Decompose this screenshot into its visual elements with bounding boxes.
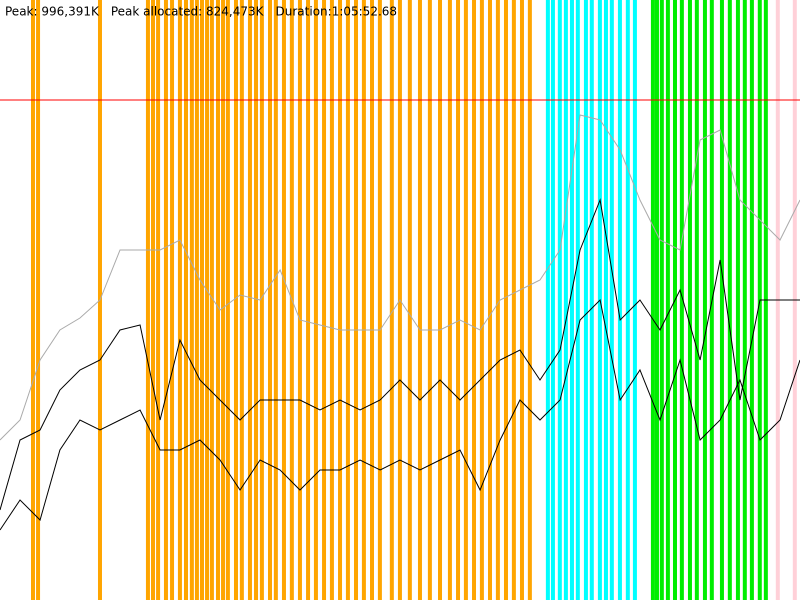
- event-stripe: [447, 0, 452, 600]
- event-stripe: [163, 0, 168, 600]
- header-label: Peak allocated: 824,473K: [111, 5, 265, 19]
- event-stripe: [205, 0, 210, 600]
- event-stripe: [487, 0, 492, 600]
- event-stripe: [354, 0, 359, 600]
- event-stripe: [194, 0, 199, 600]
- event-stripe: [727, 0, 732, 600]
- event-stripe: [184, 0, 189, 600]
- event-stripe: [438, 0, 443, 600]
- event-stripe: [417, 0, 422, 600]
- event-stripe: [313, 0, 318, 600]
- event-stripe: [569, 0, 574, 600]
- event-stripe: [239, 0, 244, 600]
- event-stripe: [345, 0, 350, 600]
- event-stripe: [247, 0, 252, 600]
- event-stripe: [575, 0, 580, 600]
- event-stripe: [209, 0, 214, 600]
- event-stripe: [557, 0, 562, 600]
- event-stripe: [702, 0, 707, 600]
- event-stripe: [495, 0, 500, 600]
- event-stripe: [479, 0, 484, 600]
- event-stripe: [297, 0, 302, 600]
- event-stripe: [687, 0, 692, 600]
- event-stripe: [563, 0, 568, 600]
- event-stripe: [749, 0, 754, 600]
- event-stripe: [463, 0, 468, 600]
- event-stripe: [719, 0, 724, 600]
- event-stripe: [625, 0, 630, 600]
- event-stripe: [156, 0, 161, 600]
- event-stripe: [694, 0, 699, 600]
- event-stripe: [233, 0, 238, 600]
- header-label: Duration:1:05:52.68: [276, 5, 398, 19]
- event-stripe: [545, 0, 550, 600]
- header-label: Peak: 996,391K: [5, 5, 100, 19]
- event-stripe: [427, 0, 432, 600]
- event-stripe: [199, 0, 204, 600]
- event-stripe: [273, 0, 278, 600]
- event-stripe: [654, 0, 659, 600]
- event-stripe: [389, 0, 394, 600]
- plot-lines: [0, 99, 800, 531]
- event-stripe: [527, 0, 532, 600]
- event-stripe: [254, 0, 259, 600]
- event-stripe: [603, 0, 608, 600]
- event-stripe: [659, 0, 664, 600]
- event-stripe: [550, 0, 555, 600]
- event-stripe: [36, 0, 41, 600]
- event-stripe: [189, 0, 194, 600]
- event-stripe: [221, 0, 226, 600]
- event-stripe: [329, 0, 334, 600]
- event-stripe: [589, 0, 594, 600]
- event-stripe: [225, 0, 230, 600]
- event-stripe: [170, 0, 175, 600]
- event-stripe: [503, 0, 508, 600]
- event-stripe: [742, 0, 747, 600]
- event-stripe: [665, 0, 670, 600]
- event-stripe: [583, 0, 588, 600]
- event-stripe: [361, 0, 366, 600]
- event-stripe: [338, 0, 343, 600]
- memory-line: [0, 114, 800, 441]
- event-stripe: [145, 0, 150, 600]
- event-stripe: [519, 0, 524, 600]
- event-stripe: [259, 0, 264, 600]
- event-stripe: [609, 0, 614, 600]
- memory-line: [0, 198, 800, 511]
- header-labels: Peak: 996,391K Peak allocated: 824,473K Du…: [5, 5, 397, 19]
- event-stripe: [407, 0, 412, 600]
- event-stripe: [735, 0, 740, 600]
- memory-line: [0, 298, 800, 531]
- event-stripe: [377, 0, 382, 600]
- event-stripe: [679, 0, 684, 600]
- event-stripe: [617, 0, 622, 600]
- event-stripe: [177, 0, 182, 600]
- event-stripe: [370, 0, 375, 600]
- event-stripe: [650, 0, 655, 600]
- event-stripe: [306, 0, 311, 600]
- event-stripe: [215, 0, 220, 600]
- event-stripe: [322, 0, 327, 600]
- event-stripe: [511, 0, 516, 600]
- event-stripe: [267, 0, 272, 600]
- event-stripe: [30, 0, 35, 600]
- event-stripe: [281, 0, 286, 600]
- event-stripe: [472, 0, 477, 600]
- event-stripe: [151, 0, 156, 600]
- event-stripe: [632, 0, 637, 600]
- event-stripe: [456, 0, 461, 600]
- event-stripes: [30, 0, 797, 600]
